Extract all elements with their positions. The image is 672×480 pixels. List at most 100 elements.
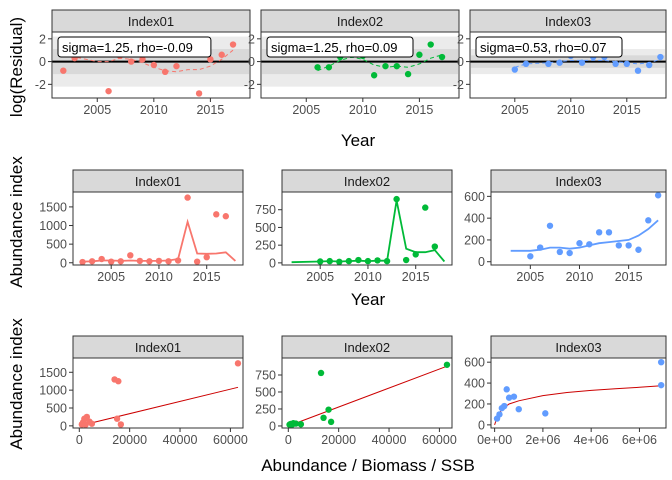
y-tick-label: 0 xyxy=(60,256,67,270)
residual-point xyxy=(370,72,378,79)
residual-point xyxy=(578,59,586,66)
panel-strip-label: Index03 xyxy=(545,14,591,29)
residual-point xyxy=(139,56,146,63)
observed-point xyxy=(184,194,191,201)
residual-point xyxy=(556,59,563,66)
observed-point xyxy=(556,248,564,256)
observed-point xyxy=(625,242,632,249)
x-tick-label: 2010 xyxy=(354,270,382,284)
residual-point xyxy=(60,67,67,74)
data-point xyxy=(115,378,122,385)
residual-point xyxy=(646,61,653,69)
observed-point xyxy=(595,229,603,236)
observed-point xyxy=(536,244,544,251)
residual-point xyxy=(612,60,619,68)
x-tick-label: 2010 xyxy=(557,103,585,117)
observed-point xyxy=(566,249,573,257)
abundance-panel-2: Index02 0 20000 40000 60000 750 500 250 0 xyxy=(255,335,457,447)
residual-point xyxy=(416,51,423,58)
observed-point xyxy=(213,211,220,218)
fit-line xyxy=(494,385,662,426)
y-tick-label: 250 xyxy=(255,239,276,253)
data-point xyxy=(117,421,125,428)
observed-point xyxy=(336,258,343,266)
y-tick-label: 500 xyxy=(255,221,276,235)
fit-line xyxy=(79,386,239,427)
residual-point xyxy=(404,70,412,78)
abundance-x-label: Abundance / Biomass / SSB xyxy=(261,456,475,475)
y-tick-label: 0 xyxy=(269,256,276,270)
observed-point xyxy=(108,258,115,265)
x-tick-label: 20000 xyxy=(112,433,147,447)
panel-border xyxy=(469,31,667,99)
y-tick-label: 0 xyxy=(478,418,485,432)
data-point xyxy=(317,369,325,377)
observed-point xyxy=(203,253,210,261)
data-point xyxy=(88,420,96,427)
x-tick-label: 2015 xyxy=(196,103,224,117)
data-point xyxy=(325,406,332,413)
y-tick-label: 500 xyxy=(255,385,276,399)
observed-point xyxy=(155,257,163,265)
observed-point xyxy=(645,217,652,224)
x-tick-label: 60000 xyxy=(422,433,457,447)
abundance-panel-3: Index03 0e+00 2e+06 4e+06 6e+06 600 400 200 0 xyxy=(464,335,667,447)
observed-point xyxy=(431,243,439,250)
panel-strip-label: Index03 xyxy=(555,174,601,189)
data-point xyxy=(234,360,242,367)
observed-point xyxy=(374,257,381,264)
residual-point xyxy=(207,56,214,63)
residual-point xyxy=(522,60,530,68)
y-tick-label: 200 xyxy=(464,397,485,411)
annotation-box xyxy=(57,36,212,58)
y-tick-label: 1500 xyxy=(39,366,67,380)
y-tick-label: 0 xyxy=(457,55,464,69)
x-tick-label: 2005 xyxy=(292,103,320,117)
data-point xyxy=(113,415,121,422)
residual-point xyxy=(382,62,389,70)
residual-point xyxy=(218,51,225,58)
residual-panel-2: Index02 sigma=1.25, rho=0.09 2005 2010 2015 2… xyxy=(244,9,460,117)
x-tick-label: 40000 xyxy=(163,433,198,447)
x-tick-label: 2e+06 xyxy=(525,433,560,447)
panel-border xyxy=(72,357,244,429)
annotation-text: sigma=0.53, rho=0.07 xyxy=(480,40,606,55)
y-tick-label: 0 xyxy=(248,55,255,69)
residual-point xyxy=(623,60,630,68)
y-tick-label: 250 xyxy=(255,402,276,416)
observed-point xyxy=(527,253,534,260)
x-tick-label: 0e+00 xyxy=(477,433,512,447)
panel-border xyxy=(490,357,667,429)
residual-point xyxy=(150,61,158,69)
y-tick-label: 600 xyxy=(464,356,485,370)
panel-strip-label: Index01 xyxy=(135,174,181,189)
x-tick-label: 6e+06 xyxy=(622,433,657,447)
observed-point xyxy=(165,258,172,265)
residual-point xyxy=(393,62,400,70)
y-tick-label: 200 xyxy=(464,233,485,247)
y-tick-label: 2 xyxy=(457,32,464,46)
residual-panel-1: Index01 sigma=1.25, rho=-0.09 2005 2010 2015… xyxy=(35,9,251,117)
year-panel-3: Index03 2005 2010 2015 600 400 200 0 xyxy=(464,169,667,284)
y-tick-label: 0 xyxy=(478,255,485,269)
x-tick-label: 2005 xyxy=(97,270,125,284)
data-point xyxy=(505,394,513,401)
x-tick-label: 4e+06 xyxy=(574,433,609,447)
residual-point xyxy=(325,64,333,71)
annotation-box xyxy=(475,36,623,58)
x-tick-label: 20000 xyxy=(321,433,356,447)
observed-point xyxy=(222,213,230,220)
year-panel-2: Index02 2005 2010 2015 750 500 250 0 xyxy=(255,169,453,284)
panel-strip-label: Index03 xyxy=(555,340,601,355)
x-tick-label: 0 xyxy=(285,433,292,447)
residuals-x-label: Year xyxy=(341,131,376,150)
x-tick-label: 40000 xyxy=(372,433,407,447)
y-tick-label: 0 xyxy=(60,419,67,433)
x-tick-label: 2005 xyxy=(306,270,334,284)
observed-point xyxy=(576,240,583,247)
data-point xyxy=(292,420,300,427)
observed-point xyxy=(79,258,86,266)
annotation-text: sigma=1.25, rho=0.09 xyxy=(271,40,397,55)
